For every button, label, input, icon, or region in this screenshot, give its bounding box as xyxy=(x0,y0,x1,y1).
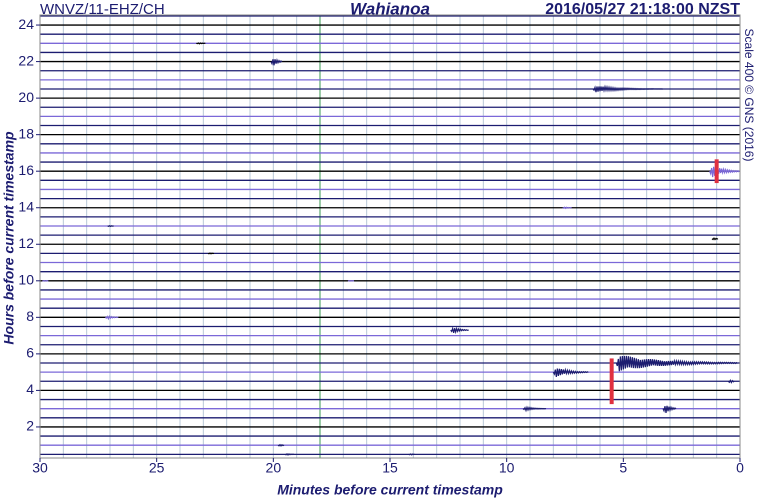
event-waveform xyxy=(552,367,589,378)
timestamp: 2016/05/27 21:18:00 NZST xyxy=(545,1,740,18)
event-waveform xyxy=(615,355,738,372)
event-waveform xyxy=(270,58,283,66)
event-waveform xyxy=(662,405,677,413)
y-tick-label: 8 xyxy=(26,308,34,324)
event-waveform xyxy=(522,405,547,413)
y-tick-label: 16 xyxy=(18,162,34,178)
y-tick-label: 22 xyxy=(18,52,34,68)
event-bar xyxy=(609,358,614,405)
event-bar xyxy=(714,159,719,184)
x-tick-label: 20 xyxy=(266,460,282,476)
y-tick-label: 12 xyxy=(18,235,34,251)
event-waveform xyxy=(408,453,415,456)
event-waveform xyxy=(562,206,572,210)
y-tick-label: 6 xyxy=(26,345,34,361)
event-waveform xyxy=(107,225,114,228)
event-waveform xyxy=(196,42,206,45)
event-waveform xyxy=(284,453,295,456)
y-tick-label: 24 xyxy=(18,16,34,32)
x-axis-label: Minutes before current timestamp xyxy=(277,482,503,498)
x-tick-label: 5 xyxy=(619,460,627,476)
x-tick-label: 10 xyxy=(499,460,515,476)
x-tick-label: 25 xyxy=(149,460,165,476)
event-waveform xyxy=(207,252,215,255)
station-label: WNVZ/11-EHZ/CH xyxy=(40,1,165,18)
y-tick-label: 10 xyxy=(18,272,34,288)
event-waveform xyxy=(727,379,735,384)
event-waveform xyxy=(277,443,285,447)
chart-title: Wahianoa xyxy=(350,0,430,18)
event-waveform xyxy=(104,315,119,321)
y-tick-label: 20 xyxy=(18,89,34,105)
scale-note: Scale 400 © GNS (2016) xyxy=(742,29,756,162)
x-tick-label: 0 xyxy=(736,460,744,476)
y-tick-label: 18 xyxy=(18,125,34,141)
event-waveform xyxy=(592,84,664,93)
x-tick-label: 30 xyxy=(32,460,48,476)
y-axis-label: Hours before current timestamp xyxy=(1,131,17,345)
x-tick-label: 15 xyxy=(382,460,398,476)
event-waveform xyxy=(711,237,719,241)
event-waveform xyxy=(450,326,469,335)
y-tick-label: 2 xyxy=(26,418,34,434)
plot-area xyxy=(39,15,741,458)
y-tick-label: 4 xyxy=(26,381,34,397)
y-tick-label: 14 xyxy=(18,198,34,214)
